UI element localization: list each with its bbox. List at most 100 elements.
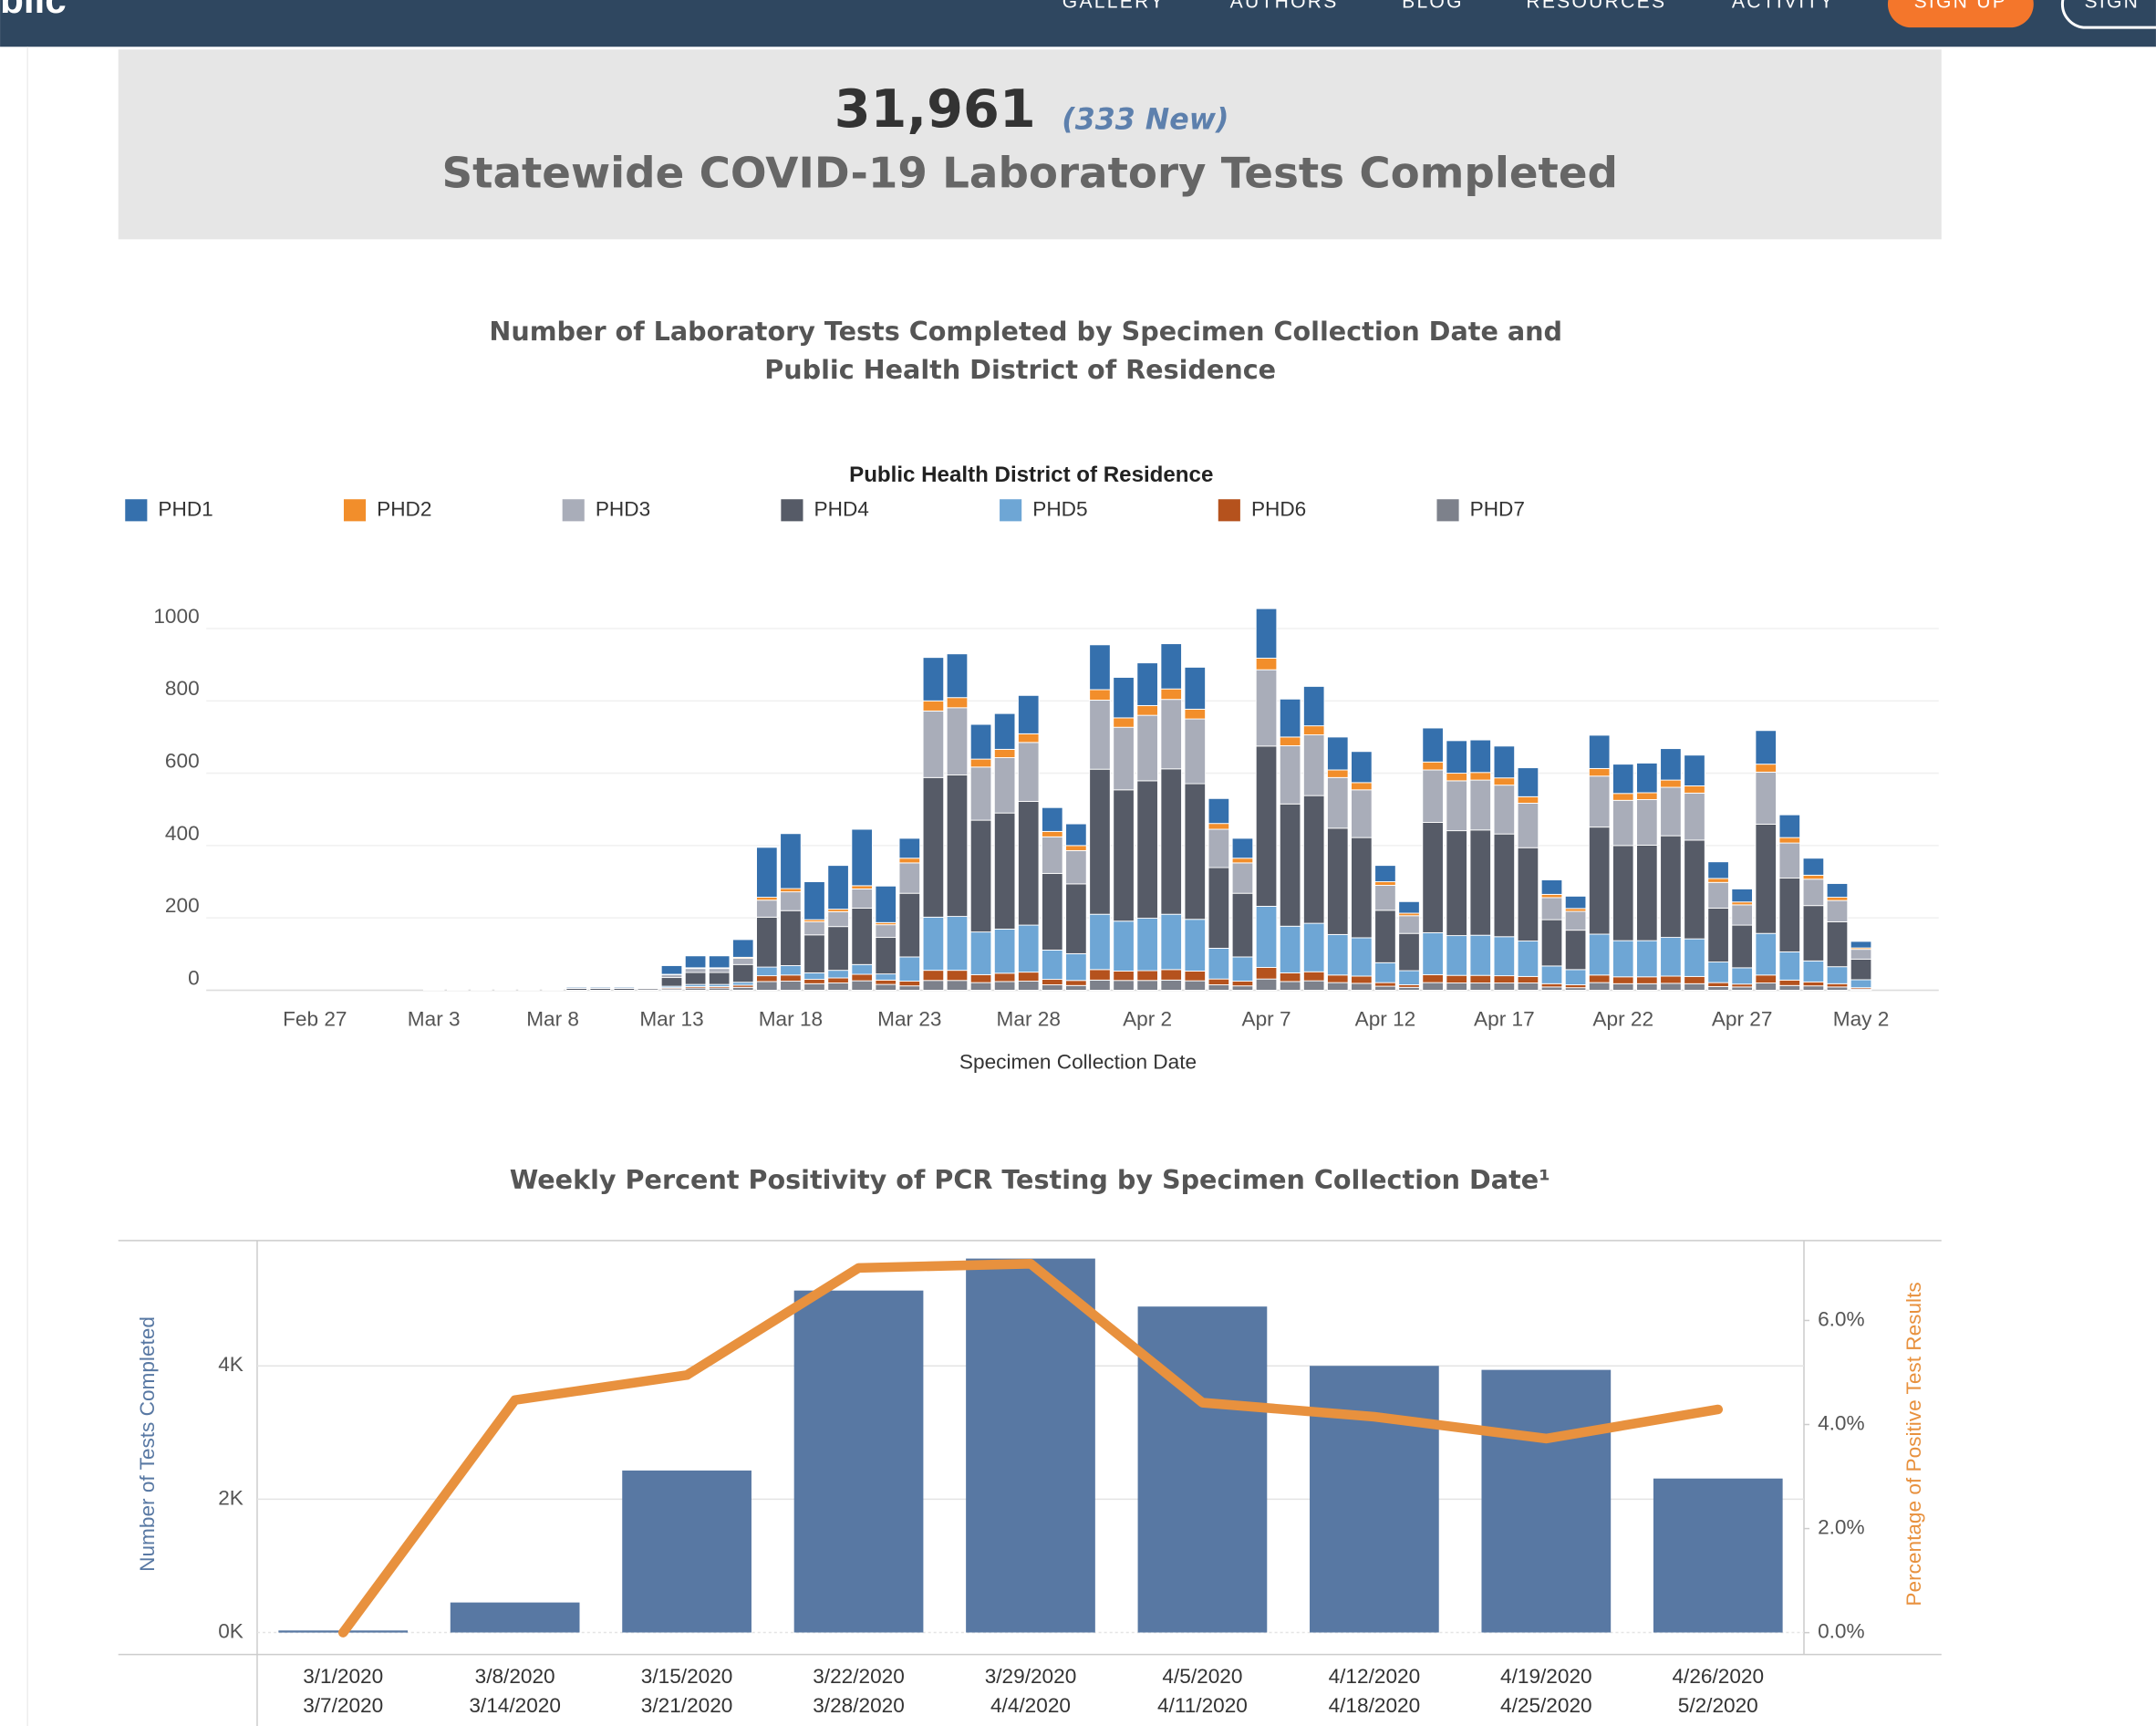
y-tick-label: 1000 [153, 605, 199, 628]
sign-in-button[interactable] [2060, 0, 2156, 29]
bar-segment [1446, 830, 1467, 937]
bar-segment [1755, 764, 1777, 773]
bar-segment [1660, 786, 1682, 837]
bar-segment [1327, 827, 1349, 935]
bar-segment [1184, 970, 1207, 982]
x-tick-label: Mar 8 [526, 1008, 579, 1031]
bar-segment [1826, 921, 1849, 968]
x-tick-label: 3/28/2020 [813, 1694, 905, 1717]
bar-segment [1612, 764, 1634, 795]
bar-segment [969, 931, 992, 975]
bar-segment [1636, 940, 1658, 978]
bar-segment [756, 899, 778, 918]
bar-segment [1636, 845, 1658, 941]
bar-segment [1374, 881, 1396, 886]
nav-link[interactable]: GALLERY [1062, 0, 1166, 13]
y-axis-label: Number of Tests Completed [136, 1316, 159, 1572]
bar-segment [1802, 879, 1825, 907]
legend-swatch [562, 499, 585, 522]
bar-segment [1065, 883, 1087, 954]
logo[interactable]: blic [0, 0, 67, 21]
bar-segment [1826, 899, 1849, 922]
bar-segment [1017, 733, 1040, 743]
bar-segment [1279, 803, 1301, 927]
bar-segment [827, 983, 849, 991]
bar-segment [1755, 824, 1777, 934]
bar-segment [1327, 982, 1349, 991]
bar-segment [851, 885, 873, 889]
bar-segment [1540, 986, 1563, 991]
bar-segment [1422, 769, 1444, 823]
bar-segment [1302, 725, 1325, 735]
bar-segment [1184, 980, 1207, 991]
bar-segment [898, 858, 921, 864]
bar-segment [1302, 795, 1325, 924]
x-tick-label: Mar 28 [997, 1008, 1061, 1031]
bar-segment [1089, 644, 1111, 691]
bar-segment [1612, 983, 1634, 991]
sign-up-button[interactable] [1887, 0, 2034, 28]
nav-link[interactable]: RESOURCES [1526, 0, 1666, 13]
bar-segment [1184, 708, 1207, 720]
bar-segment [1351, 789, 1373, 838]
bar-segment [1160, 768, 1182, 915]
bar-segment [1540, 919, 1563, 967]
x-tick-label: 3/7/2020 [303, 1694, 383, 1717]
chart-title: Number of Laboratory Tests Completed by … [489, 316, 1562, 347]
x-axis-label: Specimen Collection Date [959, 1050, 1197, 1073]
bar-segment [1469, 829, 1492, 936]
bar-segment [1588, 933, 1611, 976]
total-count: 31,961 [834, 78, 1036, 140]
bar-segment [1231, 981, 1254, 987]
x-tick-label: May 2 [1833, 1008, 1890, 1031]
bar-segment [1612, 845, 1634, 941]
legend-label: PHD3 [596, 497, 650, 520]
bar-segment [1826, 883, 1849, 899]
nav-link[interactable]: ACTIVITY [1732, 0, 1835, 13]
sign-up-label[interactable]: SIGN UP [1914, 0, 2008, 13]
bar [1310, 1366, 1439, 1633]
bar-segment [1636, 792, 1658, 800]
bar-segment [1588, 767, 1611, 777]
bar-segment [756, 966, 778, 977]
bar-segment [1065, 984, 1087, 991]
x-tick-label: Mar 13 [639, 1008, 703, 1031]
bar-segment [1255, 658, 1278, 671]
bar-segment [756, 975, 778, 983]
sign-in-label[interactable]: SIGN [2085, 0, 2140, 13]
bar-segment [1517, 803, 1539, 848]
bar-segment [1731, 986, 1753, 991]
bar-segment [1089, 913, 1111, 971]
bar-segment [851, 973, 873, 982]
bar-segment [1493, 983, 1516, 991]
bar-segment [969, 758, 992, 768]
bar-segment [1684, 938, 1705, 977]
bar-segment [946, 970, 969, 982]
bar-segment [1636, 983, 1658, 991]
bar-segment [1660, 779, 1682, 788]
bar-segment [1755, 983, 1777, 991]
x-tick-label: 3/15/2020 [641, 1665, 733, 1688]
bar-segment [1279, 698, 1301, 738]
bar-segment [518, 989, 540, 991]
bar-segment [1208, 984, 1230, 991]
bar-segment [1684, 975, 1705, 984]
x-tick-label: Apr 17 [1474, 1008, 1535, 1031]
bar-segment [1446, 983, 1467, 991]
bar-segment [1374, 885, 1396, 911]
bar-segment [1707, 962, 1729, 983]
bar-segment [1160, 688, 1182, 701]
bar-segment [1850, 958, 1872, 981]
x-tick-label: Apr 7 [1242, 1008, 1291, 1031]
bar-segment [1136, 662, 1158, 706]
bar-segment [1446, 773, 1467, 782]
bar-segment [780, 833, 802, 889]
y2-tick-label: 6.0% [1818, 1307, 1865, 1330]
bar-segment [1802, 960, 1825, 983]
bar-segment [1302, 980, 1325, 991]
bar-segment [1422, 727, 1444, 763]
nav-link[interactable]: BLOG [1402, 0, 1464, 13]
nav-link[interactable]: AUTHORS [1230, 0, 1339, 13]
